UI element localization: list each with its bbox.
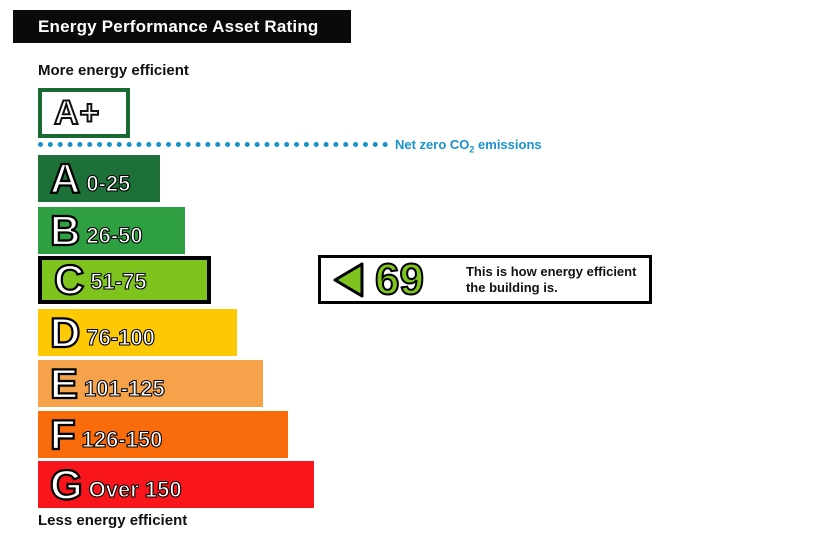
band-d-letter: D	[49, 308, 82, 357]
band-g: G Over 150	[38, 460, 314, 509]
band-g-letter: G	[49, 460, 84, 509]
net-zero-text-suffix: emissions	[474, 137, 542, 152]
net-zero-label: Net zero CO2 emissions	[395, 137, 542, 155]
band-c-letter: C	[53, 256, 86, 303]
band-c-current: C 51-75	[38, 256, 211, 304]
current-rating-description-line2: the building is.	[465, 279, 558, 295]
net-zero-dotted-line	[38, 141, 388, 147]
band-b-range: 26-50	[86, 222, 143, 248]
net-zero-text: Net zero CO	[395, 137, 470, 152]
band-d: D 76-100	[38, 308, 237, 357]
band-f-range: 126-150	[81, 426, 163, 452]
band-a-plus: A+	[38, 88, 130, 138]
band-a: A 0-25	[38, 154, 160, 203]
left-arrow-icon	[333, 262, 364, 297]
less-efficient-label: Less energy efficient	[38, 512, 188, 529]
band-f-letter: F	[49, 410, 77, 459]
current-rating-value: 69	[374, 255, 425, 304]
band-e: E 101-125	[38, 359, 263, 408]
page-title: Energy Performance Asset Rating	[13, 10, 351, 43]
band-a-range: 0-25	[86, 170, 131, 196]
band-c-range: 51-75	[90, 268, 147, 294]
band-b: B 26-50	[38, 206, 185, 255]
band-f: F 126-150	[38, 410, 288, 459]
band-g-range: Over 150	[88, 476, 182, 502]
band-e-range: 101-125	[83, 375, 165, 401]
band-a-plus-letter: A+	[53, 93, 101, 133]
band-a-letter: A	[49, 154, 82, 203]
band-e-letter: E	[49, 359, 79, 408]
current-rating-description: This is how energy efficient the buildin…	[466, 264, 636, 296]
current-rating-description-line1: This is how energy efficient	[465, 263, 637, 279]
band-d-range: 76-100	[86, 324, 156, 350]
more-efficient-label: More energy efficient	[38, 62, 189, 79]
band-b-letter: B	[49, 206, 82, 255]
net-zero-subscript: 2	[469, 144, 475, 155]
current-rating-indicator: 69 This is how energy efficient the buil…	[318, 255, 652, 304]
